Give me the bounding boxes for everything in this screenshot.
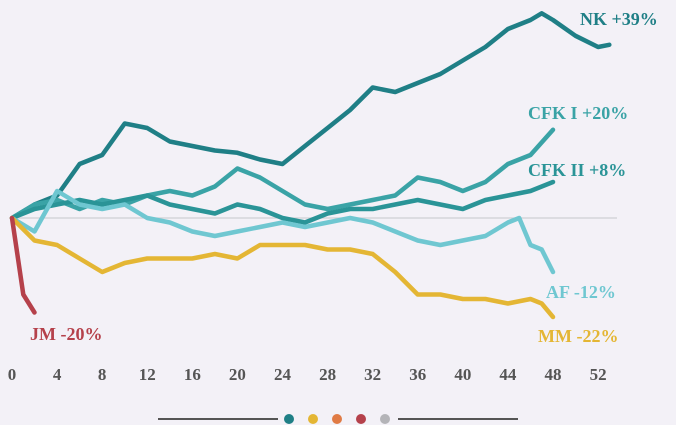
series-line bbox=[9, 215, 37, 315]
series-label: AF -12% bbox=[546, 282, 616, 302]
legend-dot bbox=[308, 414, 318, 424]
series-line bbox=[9, 188, 556, 275]
legend-dot bbox=[332, 414, 342, 424]
series-line bbox=[9, 179, 556, 225]
series-line bbox=[9, 215, 556, 320]
x-tick-label: 36 bbox=[409, 365, 426, 384]
series-line bbox=[9, 127, 556, 221]
x-tick-label: 20 bbox=[229, 365, 246, 384]
x-tick-label: 32 bbox=[364, 365, 381, 384]
series-label: MM -22% bbox=[538, 326, 618, 346]
x-tick-label: 44 bbox=[499, 365, 517, 384]
series-label: CFK I +20% bbox=[528, 103, 628, 123]
x-tick-label: 52 bbox=[590, 365, 607, 384]
x-tick-label: 16 bbox=[184, 365, 201, 384]
x-tick-label: 24 bbox=[274, 365, 292, 384]
series-label: JM -20% bbox=[30, 324, 102, 344]
x-tick-label: 0 bbox=[8, 365, 17, 384]
x-tick-label: 48 bbox=[544, 365, 561, 384]
x-tick-label: 12 bbox=[139, 365, 156, 384]
series-label: CFK II +8% bbox=[528, 160, 626, 180]
series-line bbox=[9, 11, 612, 221]
x-tick-label: 28 bbox=[319, 365, 336, 384]
x-tick-label: 40 bbox=[454, 365, 471, 384]
x-tick-label: 4 bbox=[53, 365, 62, 384]
legend-decoration bbox=[158, 414, 518, 424]
legend-dot bbox=[380, 414, 390, 424]
legend-dot bbox=[356, 414, 366, 424]
legend-dot bbox=[284, 414, 294, 424]
series-label: NK +39% bbox=[580, 9, 658, 29]
x-tick-label: 8 bbox=[98, 365, 107, 384]
